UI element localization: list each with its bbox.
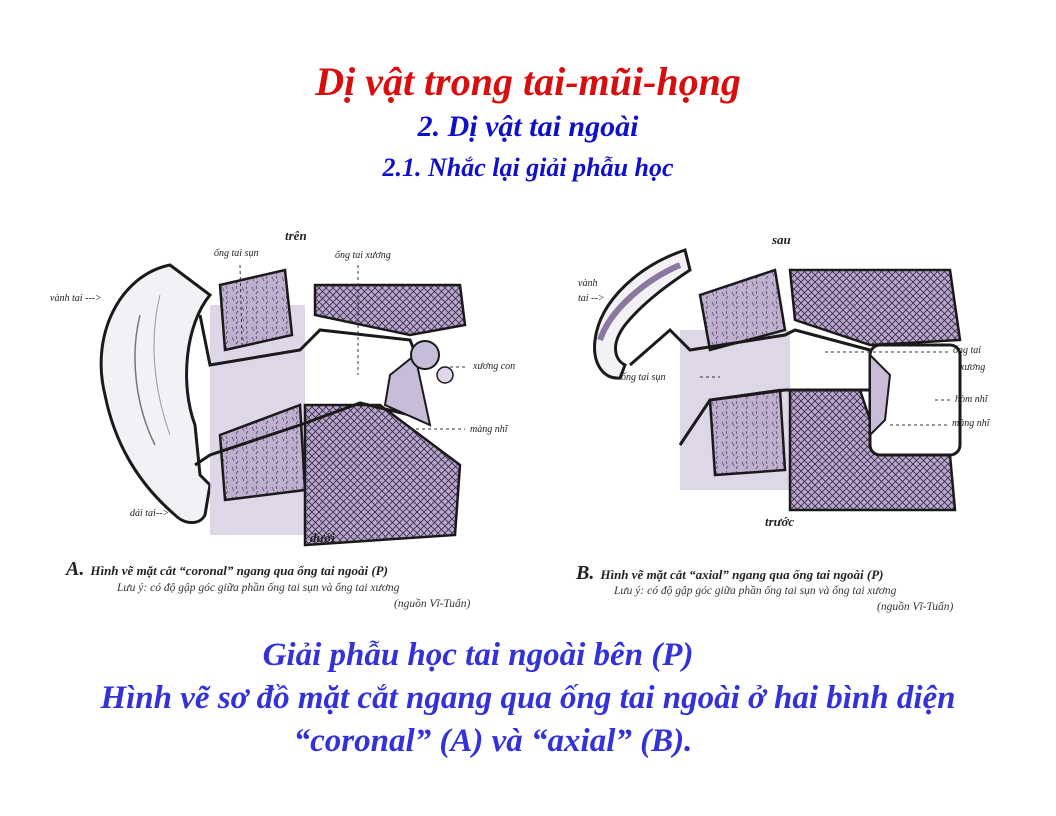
section-heading: 2.1. Nhắc lại giải phẫu học <box>382 153 674 182</box>
figure-b-caption-text: Hình vẽ mặt cắt “axial” ngang qua ống ta… <box>600 567 884 582</box>
label-bony-canal: ống tai xương <box>335 250 391 261</box>
label-bottom: dưới <box>310 530 335 545</box>
label-middle-ear: hòm nhĩ <box>955 394 988 405</box>
ossicle-shape <box>410 340 440 370</box>
figure-b-letter: B. <box>576 562 595 584</box>
label-helix-2: tai --> <box>578 293 605 304</box>
eardrum-shape <box>383 353 432 427</box>
summary-line-1: Giải phẫu học tai ngoài bên (P) <box>262 637 694 673</box>
figure-a-note: Lưu ý: có độ gập góc giữa phần ống tai s… <box>117 582 400 594</box>
figure-b-axial-diagram <box>593 248 962 512</box>
canal-wall-upper <box>629 327 871 367</box>
label-cartilage-canal: ống tai sụn <box>214 248 259 259</box>
label-bony-canal-1: ống tai <box>953 345 982 356</box>
label-eardrum: màng nhĩ <box>470 424 508 435</box>
cartilage-block-upper <box>218 268 294 352</box>
canal-wall-lower <box>678 388 870 446</box>
label-cartilage-canal: ống tai sụn <box>621 372 666 383</box>
helix-shape <box>593 248 692 380</box>
label-ossicles: xương con <box>473 361 516 372</box>
figure-b-caption: B. Hình vẽ mặt cắt “axial” ngang qua ống … <box>576 562 883 585</box>
page-title: Dị vật trong tai-mũi-họng <box>315 59 741 104</box>
bone-block-upper <box>788 268 962 347</box>
figure-a-caption: A. Hình vẽ mặt cắt “coronal” ngang qua ốn… <box>66 558 388 581</box>
figure-a-caption-text: Hình vẽ mặt cắt “coronal” ngang qua ống … <box>90 563 388 578</box>
figure-a-source: (nguồn Vĩ-Tuấn) <box>394 598 471 610</box>
label-lobule: dái tai--> <box>130 508 170 519</box>
cartilage-block-lower <box>708 388 787 477</box>
page-subtitle: 2. Dị vật tai ngoài <box>417 110 639 143</box>
label-bony-canal-2: xương <box>960 362 986 373</box>
label-helix: vành tai ---> <box>50 293 102 304</box>
label-eardrum: màng nhĩ <box>952 418 990 429</box>
label-bottom: trước <box>765 514 795 529</box>
label-top: sau <box>772 232 791 247</box>
canal-wall-lower <box>194 401 411 467</box>
auricle-outline <box>99 263 213 524</box>
summary-line-2: Hình vẽ sơ đồ mặt cắt ngang qua ống tai … <box>100 680 956 716</box>
cartilage-block-upper <box>698 268 787 352</box>
summary-line-3: “coronal” (A) và “axial” (B). <box>293 723 693 759</box>
figure-a-coronal-diagram <box>99 263 467 547</box>
label-top: trên <box>285 228 307 243</box>
label-helix-1: vành <box>578 278 598 289</box>
bone-block-upper <box>313 283 467 337</box>
figure-a-letter: A. <box>66 558 85 580</box>
figure-b-source: (nguồn Vĩ-Tuấn) <box>877 601 954 613</box>
eardrum-shape <box>869 352 892 438</box>
canal-wall-upper <box>198 314 422 367</box>
figure-b-note: Lưu ý: có độ gập góc giữa phần ống tai s… <box>614 585 897 597</box>
bone-block-lower <box>303 403 462 547</box>
